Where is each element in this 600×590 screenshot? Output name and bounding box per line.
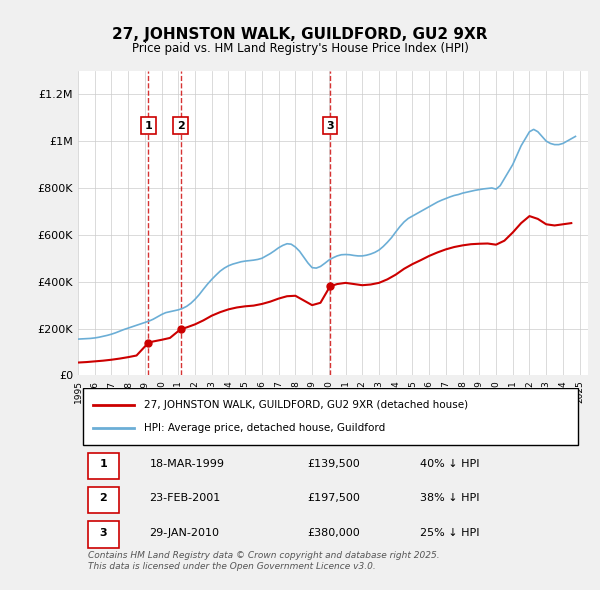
Text: 29-JAN-2010: 29-JAN-2010 bbox=[149, 527, 220, 537]
Text: 18-MAR-1999: 18-MAR-1999 bbox=[149, 459, 224, 469]
Text: 27, JOHNSTON WALK, GUILDFORD, GU2 9XR: 27, JOHNSTON WALK, GUILDFORD, GU2 9XR bbox=[112, 27, 488, 41]
FancyBboxPatch shape bbox=[83, 388, 578, 445]
FancyBboxPatch shape bbox=[88, 487, 119, 513]
Text: 25% ↓ HPI: 25% ↓ HPI bbox=[420, 527, 479, 537]
Text: £139,500: £139,500 bbox=[308, 459, 360, 469]
Text: 27, JOHNSTON WALK, GUILDFORD, GU2 9XR (detached house): 27, JOHNSTON WALK, GUILDFORD, GU2 9XR (d… bbox=[145, 400, 469, 410]
Text: 1: 1 bbox=[145, 120, 152, 130]
Text: 3: 3 bbox=[326, 120, 334, 130]
Text: 38% ↓ HPI: 38% ↓ HPI bbox=[420, 493, 479, 503]
Text: 2: 2 bbox=[177, 120, 185, 130]
FancyBboxPatch shape bbox=[88, 453, 119, 479]
Text: 2: 2 bbox=[100, 493, 107, 503]
Text: Contains HM Land Registry data © Crown copyright and database right 2025.
This d: Contains HM Land Registry data © Crown c… bbox=[88, 551, 440, 571]
Text: 23-FEB-2001: 23-FEB-2001 bbox=[149, 493, 221, 503]
Text: 40% ↓ HPI: 40% ↓ HPI bbox=[420, 459, 479, 469]
Text: 1: 1 bbox=[100, 459, 107, 469]
Text: £380,000: £380,000 bbox=[308, 527, 360, 537]
Text: HPI: Average price, detached house, Guildford: HPI: Average price, detached house, Guil… bbox=[145, 423, 386, 433]
Text: 3: 3 bbox=[100, 527, 107, 537]
Text: Price paid vs. HM Land Registry's House Price Index (HPI): Price paid vs. HM Land Registry's House … bbox=[131, 42, 469, 55]
FancyBboxPatch shape bbox=[88, 521, 119, 548]
Text: £197,500: £197,500 bbox=[308, 493, 361, 503]
